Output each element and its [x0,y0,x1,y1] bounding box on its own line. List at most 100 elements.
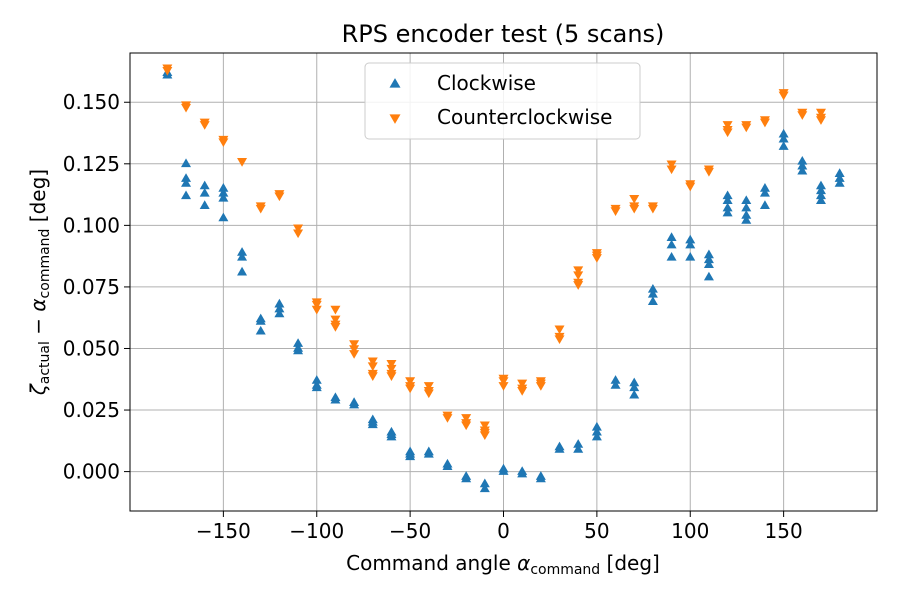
data-point-clockwise [181,178,192,187]
data-point-clockwise [685,234,696,244]
data-point-clockwise [685,239,696,249]
legend-marker-counterclockwise [389,114,401,124]
data-point-clockwise [255,325,266,335]
data-point-clockwise [405,451,416,461]
data-point-clockwise [554,444,565,453]
data-point-counterclockwise [386,359,397,369]
data-point-counterclockwise [367,362,378,372]
data-point-clockwise [703,259,714,269]
data-point-clockwise [218,212,229,222]
data-point-clockwise [741,215,752,224]
x-tick-label: −50 [389,519,431,543]
data-point-clockwise [274,298,285,308]
data-point-clockwise [797,155,808,165]
data-point-clockwise [386,431,397,441]
data-point-clockwise [199,200,210,209]
legend-label-clockwise: Clockwise [437,71,536,95]
data-point-counterclockwise [591,254,602,263]
data-point-counterclockwise [722,128,733,138]
data-point-clockwise [461,473,472,483]
data-point-counterclockwise [461,421,472,431]
data-point-clockwise [591,426,602,436]
data-point-clockwise [293,345,304,355]
data-point-counterclockwise [741,123,752,133]
data-point-clockwise [218,183,229,192]
data-point-counterclockwise [759,118,770,128]
data-point-clockwise [629,382,640,392]
data-point-counterclockwise [367,372,378,381]
x-tick-label: 50 [584,519,609,543]
data-point-counterclockwise [815,116,826,125]
y-tick-label: 0.150 [63,90,120,114]
data-point-clockwise [181,158,192,168]
data-point-counterclockwise [274,192,285,202]
data-point-clockwise [834,173,845,182]
data-point-clockwise [666,252,677,261]
data-point-clockwise [778,128,789,138]
data-point-clockwise [237,252,248,261]
data-point-clockwise [311,375,322,384]
data-point-clockwise [237,266,248,276]
data-point-clockwise [741,202,752,212]
data-point-counterclockwise [498,382,509,391]
data-point-clockwise [479,478,490,488]
data-point-counterclockwise [554,325,565,335]
data-point-counterclockwise [330,315,341,325]
data-point-counterclockwise [405,377,416,386]
data-point-clockwise [759,187,770,197]
legend: Clockwise Counterclockwise [364,62,641,140]
data-point-clockwise [815,185,826,195]
data-point-clockwise [778,133,789,143]
data-point-counterclockwise [685,182,696,192]
data-point-counterclockwise [311,300,322,310]
data-point-clockwise [647,296,658,305]
data-point-clockwise [181,173,192,182]
y-axis-label: ζactual − αcommand [deg] [26,169,53,396]
data-point-counterclockwise [629,194,640,204]
y-tick-label: 0.125 [63,152,120,176]
data-point-counterclockwise [349,345,360,354]
data-point-counterclockwise [255,204,266,214]
x-axis-label: Command angle αcommand [deg] [346,551,660,578]
data-point-counterclockwise [722,121,733,130]
data-point-clockwise [442,461,453,470]
data-point-counterclockwise [181,103,192,113]
data-point-clockwise [311,382,322,392]
data-point-clockwise [199,187,210,197]
data-point-counterclockwise [703,167,714,177]
data-point-counterclockwise [349,350,360,359]
data-point-clockwise [293,338,304,347]
data-point-counterclockwise [629,204,640,214]
data-point-clockwise [815,180,826,190]
data-point-clockwise [591,431,602,441]
data-point-clockwise [666,239,677,249]
data-point-clockwise [573,444,584,453]
data-point-counterclockwise [610,207,621,216]
y-tick-label: 0.100 [63,213,120,237]
data-point-counterclockwise [386,364,397,374]
data-point-counterclockwise [442,414,453,423]
data-point-clockwise [535,473,546,483]
data-point-counterclockwise [573,271,584,280]
data-point-clockwise [834,168,845,177]
data-points [162,64,845,493]
data-point-counterclockwise [237,158,248,167]
data-point-clockwise [498,466,509,475]
data-point-clockwise [629,389,640,399]
data-point-clockwise [423,448,434,458]
data-point-clockwise [367,419,378,429]
data-point-clockwise [647,288,658,298]
data-point-clockwise [479,483,490,493]
data-point-clockwise [703,254,714,264]
data-point-counterclockwise [199,121,210,130]
x-tick-label: −100 [289,519,344,543]
data-point-counterclockwise [554,335,565,345]
data-point-clockwise [517,468,528,478]
data-point-clockwise [218,192,229,202]
x-tick-label: 100 [671,519,709,543]
data-point-clockwise [181,190,192,200]
data-point-counterclockwise [311,305,322,315]
data-point-clockwise [274,308,285,318]
data-point-counterclockwise [535,382,546,391]
